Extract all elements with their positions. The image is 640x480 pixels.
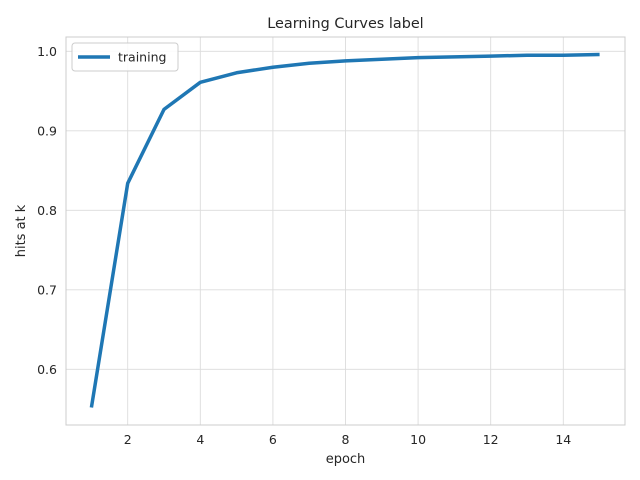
- x-tick-labels: 2 4 6 8 10 12 14: [124, 432, 572, 447]
- x-tick-label: 14: [555, 432, 571, 447]
- x-tick-label: 10: [410, 432, 426, 447]
- y-axis-label: hits at k: [14, 204, 29, 257]
- y-tick-label: 0.6: [37, 362, 57, 377]
- x-tick-label: 12: [483, 432, 499, 447]
- grid-lines: [65, 36, 626, 426]
- x-axis-label: epoch: [326, 452, 366, 467]
- x-tick-label: 6: [269, 432, 277, 447]
- x-tick-label: 4: [196, 432, 204, 447]
- x-tick-label: 8: [342, 432, 350, 447]
- legend: training: [71, 42, 179, 72]
- y-tick-label: 0.7: [37, 282, 57, 297]
- y-tick-label: 0.8: [37, 203, 57, 218]
- series-line-training: [89, 52, 600, 408]
- y-tick-labels: 0.6 0.7 0.8 0.9 1.0: [37, 44, 57, 377]
- legend-label: training: [118, 50, 166, 65]
- x-tick-label: 2: [124, 432, 132, 447]
- y-tick-label: 0.9: [37, 123, 57, 138]
- legend-box: [71, 42, 179, 72]
- plot-frame: [65, 36, 626, 426]
- y-tick-label: 1.0: [37, 44, 57, 59]
- chart-title: Learning Curves label: [267, 16, 423, 32]
- series-layer: [89, 52, 600, 408]
